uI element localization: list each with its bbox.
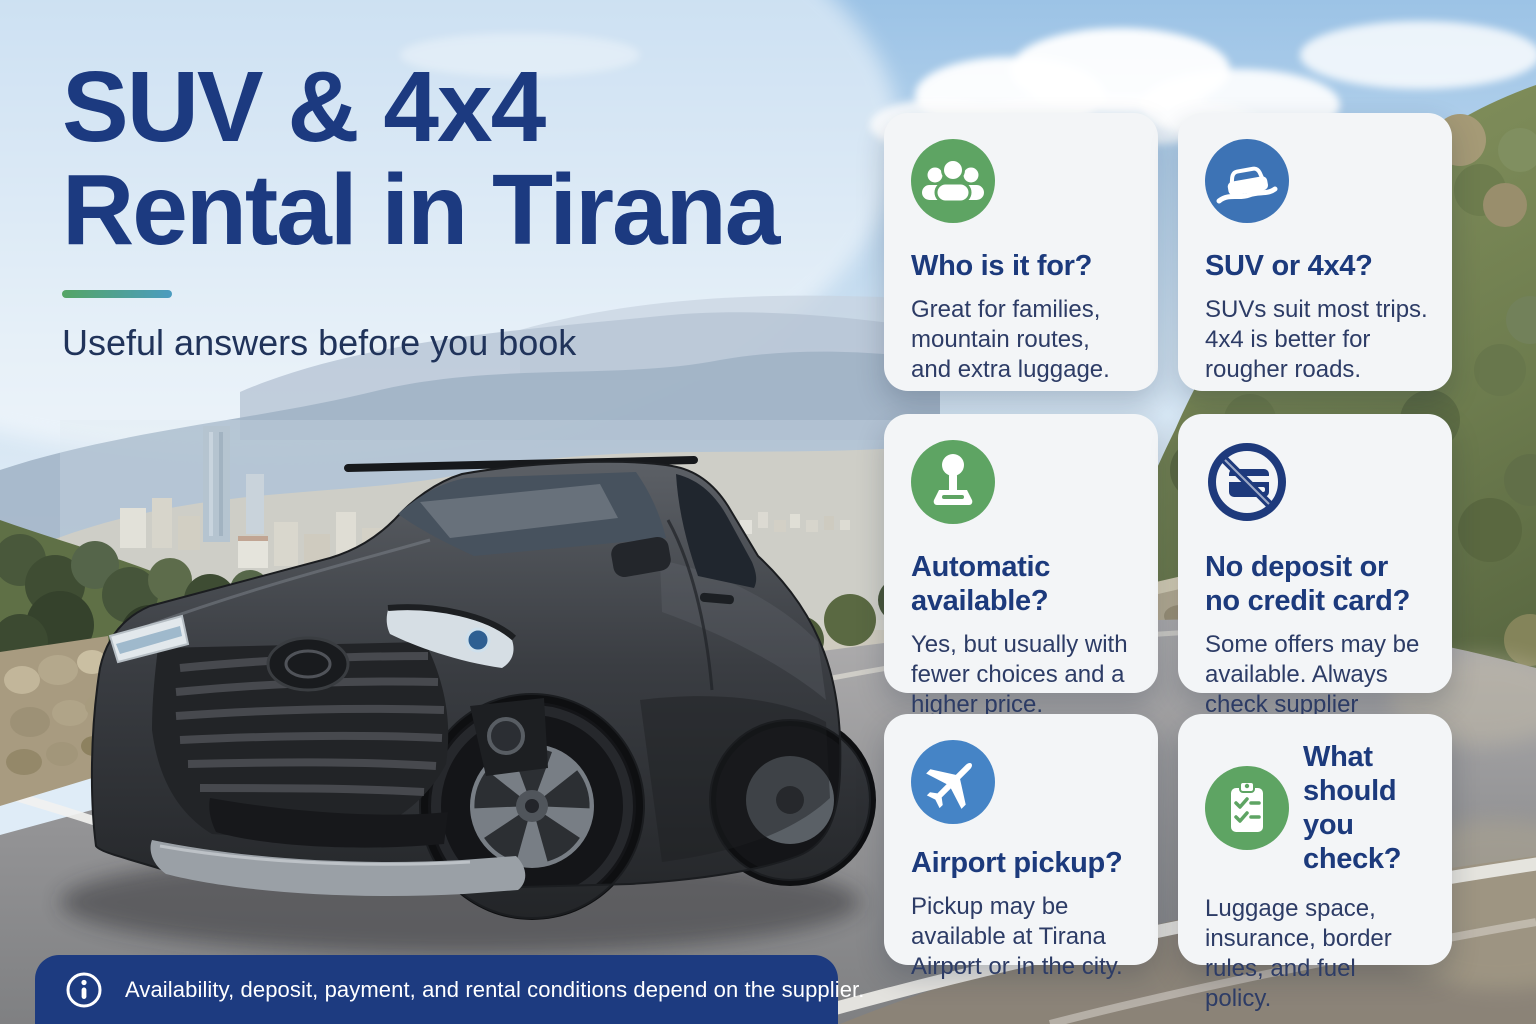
- notice-text: Availability, deposit, payment, and rent…: [125, 976, 865, 1002]
- car-incline-icon: [1205, 139, 1289, 223]
- card-body: Great for families, mountain routes, and…: [911, 296, 1110, 383]
- notice-bar: Availability, deposit, payment, and rent…: [35, 955, 864, 1024]
- card-heading: No deposit or no credit card?: [1205, 551, 1410, 617]
- info-icon: [65, 971, 103, 1009]
- card-no-deposit: No deposit or no credit card? Some offer…: [1178, 414, 1452, 748]
- left-rock-wall: [0, 636, 116, 806]
- card-body: Pickup may be available at Tirana Airpor…: [911, 893, 1123, 980]
- card-what-to-check: What should you check? Luggage space, in…: [1178, 714, 1452, 1012]
- card-heading: Automatic available?: [911, 551, 1051, 617]
- side-window: [676, 474, 757, 588]
- side-mirror: [611, 536, 671, 578]
- title-block: SUV & 4x4 Rental in Tirana Useful answer…: [62, 51, 780, 364]
- page-title-line1: SUV & 4x4: [62, 51, 546, 163]
- airplane-icon: [911, 740, 995, 824]
- no-credit-card-icon: [1205, 440, 1289, 524]
- page-title-line2: Rental in Tirana: [62, 154, 780, 266]
- grille: [152, 636, 449, 842]
- card-who-is-it-for: Who is it for? Great for families, mount…: [884, 113, 1158, 391]
- card-heading: What should you check?: [1303, 741, 1402, 875]
- card-body: Yes, but usually with fewer choices and …: [911, 631, 1128, 718]
- headlights: [108, 604, 517, 668]
- front-wheel: [428, 702, 636, 910]
- checklist-icon: [1205, 766, 1289, 850]
- suv-illustration: [60, 456, 876, 954]
- roof-rails: [344, 456, 698, 472]
- front-bumper: [150, 840, 526, 896]
- page-subtitle: Useful answers before you book: [62, 322, 577, 363]
- card-heading: SUV or 4x4?: [1205, 250, 1373, 282]
- card-heading: Who is it for?: [911, 250, 1093, 282]
- card-automatic-available: Automatic available? Yes, but usually wi…: [884, 414, 1158, 718]
- card-heading: Airport pickup?: [911, 847, 1123, 879]
- windshield: [398, 472, 666, 556]
- brand-badge: [266, 636, 350, 692]
- gear-shift-icon: [911, 440, 995, 524]
- title-underline: [62, 290, 172, 298]
- card-body: Luggage space, insurance, border rules, …: [1205, 895, 1392, 1012]
- fog-lamp: [487, 717, 525, 755]
- card-body: SUVs suit most trips. 4x4 is better for …: [1205, 296, 1428, 383]
- card-suv-or-4x4: SUV or 4x4? SUVs suit most trips. 4x4 is…: [1178, 113, 1452, 391]
- group-icon: [911, 139, 995, 223]
- card-airport-pickup: Airport pickup? Pickup may be available …: [884, 714, 1158, 980]
